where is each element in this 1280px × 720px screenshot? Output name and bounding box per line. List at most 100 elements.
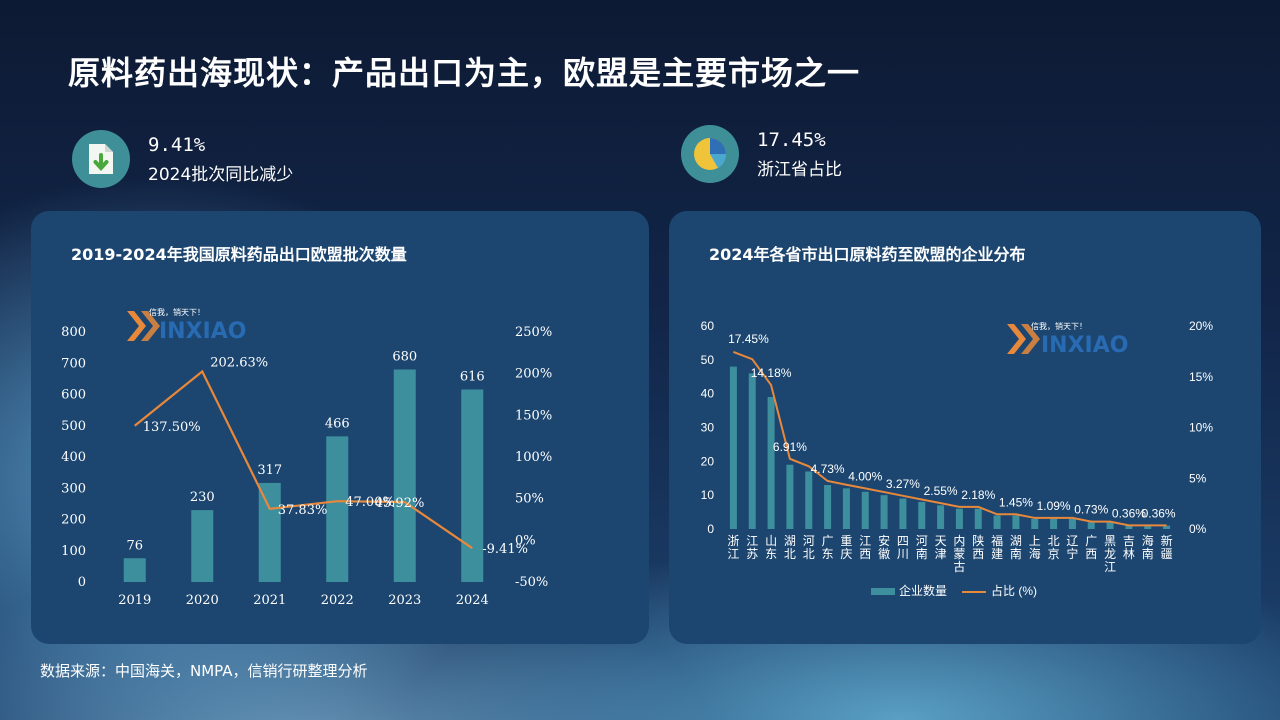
line-data-label: 0.73%	[1074, 503, 1108, 517]
y-tick-label: 20	[701, 454, 715, 468]
line-data-label: 6.91%	[773, 440, 807, 454]
x-tick-label: 辽宁	[1066, 534, 1078, 561]
y2-tick-label: 0%	[1189, 522, 1207, 536]
x-tick-label: 四川	[897, 534, 909, 561]
line-data-label: 3.27%	[886, 477, 920, 491]
line-data-label: 1.09%	[1037, 499, 1071, 513]
x-tick-label: 2024	[456, 593, 489, 608]
stat-batch-decrease: 9.41% 2024批次同比减少	[72, 130, 293, 188]
bar	[974, 508, 982, 529]
y2-tick-label: 150%	[515, 408, 552, 423]
province-chart: 信我，销天下！ INXIAO 0 10 20 30 40 50 60 0% 5% 10% 15% 20…	[701, 319, 1214, 598]
bar	[1050, 518, 1058, 529]
x-tick-label: 湖南	[1010, 533, 1022, 561]
y-tick-label: 0	[707, 522, 714, 536]
y2-tick-label: 250%	[515, 325, 552, 340]
x-tick-label: 广西	[1085, 534, 1097, 561]
bar	[1163, 525, 1171, 529]
x-tick-label: 江西	[859, 534, 871, 561]
x-tick-label: 2023	[388, 593, 421, 608]
bar	[748, 373, 756, 529]
growth-line	[134, 369, 473, 550]
bar-data-label: 317	[257, 463, 282, 478]
bar	[1031, 518, 1039, 529]
bar	[1125, 525, 1133, 529]
y2-tick-label: 200%	[515, 367, 552, 382]
x-tick-label: 黑龙江	[1104, 534, 1116, 574]
legend-swatch-bars	[871, 588, 895, 595]
bar	[880, 495, 888, 529]
data-source: 数据来源：中国海关，NMPA，信销行研整理分析	[40, 662, 368, 680]
chart-panel-right: 2024年各省市出口原料药至欧盟的企业分布 信我，销天下！ INXIAO 0 10…	[669, 211, 1261, 644]
x-tick-label: 山东	[765, 534, 777, 561]
x-tick-label: 安徽	[878, 533, 890, 561]
line-data-label: 45.92%	[375, 496, 425, 511]
bar	[123, 558, 146, 582]
y-tick-label: 800	[61, 325, 86, 340]
bar	[461, 389, 484, 582]
share-line	[733, 350, 1167, 527]
stat-label: 2024批次同比减少	[148, 164, 294, 185]
bar	[786, 464, 794, 529]
x-tick-label: 上海	[1029, 534, 1041, 561]
stat-value: 17.45%	[757, 128, 826, 151]
line-data-label: 37.83%	[278, 503, 328, 518]
line-data-label: 47.00%	[345, 495, 395, 510]
bar	[1068, 518, 1076, 529]
bar	[326, 436, 349, 582]
y-tick-label: 100	[61, 544, 86, 559]
x-tick-label: 陕西	[972, 533, 984, 561]
x-tick-label: 新疆	[1161, 533, 1173, 561]
y-tick-label: 500	[61, 419, 86, 434]
bar-data-label: 76	[126, 538, 143, 553]
x-tick-label: 湖北	[784, 533, 796, 561]
line-data-label: 0.36%	[1142, 506, 1176, 520]
bar	[824, 485, 832, 529]
x-tick-label: 2019	[118, 593, 151, 608]
watermark-brand: INXIAO	[159, 319, 246, 344]
bar	[899, 498, 907, 529]
y2-tick-label: -50%	[515, 575, 548, 590]
x-tick-label: 2020	[186, 593, 219, 608]
y2-tick-label: 5%	[1189, 471, 1207, 485]
y-tick-label: 300	[61, 481, 86, 496]
bar	[258, 482, 281, 582]
bar	[1106, 522, 1114, 529]
y-tick-label: 400	[61, 450, 86, 465]
y2-tick-label: 50%	[515, 492, 544, 507]
y-tick-label: 60	[701, 319, 715, 333]
line-data-label: 2.18%	[961, 488, 995, 502]
chart-title: 2024年各省市出口原料药至欧盟的企业分布	[709, 245, 1026, 264]
bar	[937, 505, 945, 529]
watermark-brand: INXIAO	[1041, 333, 1128, 358]
bar	[861, 491, 869, 529]
x-tick-label: 广东	[822, 534, 834, 561]
line-data-label: 202.63%	[210, 355, 268, 370]
chart-panel-left: 2019-2024年我国原料药品出口欧盟批次数量 信我，销天下！ INXIAO …	[31, 211, 649, 644]
x-tick-label: 内蒙古	[953, 534, 965, 574]
batch-chart: 信我，销天下！ INXIAO 0 100 200 300 400 500 600 700 800…	[61, 307, 552, 608]
x-tick-label: 吉林	[1123, 534, 1135, 561]
y2-tick-label: 20%	[1189, 319, 1213, 333]
bar	[805, 471, 813, 529]
bar	[918, 501, 926, 529]
bar-data-label: 230	[190, 490, 215, 505]
line-data-label: 0.36%	[1112, 506, 1146, 520]
line-data-label: 1.45%	[999, 495, 1033, 509]
bar	[1144, 525, 1152, 529]
line-data-label: 2.55%	[924, 484, 958, 498]
line-data-label: 14.18%	[751, 366, 792, 380]
bar	[767, 397, 775, 529]
bar	[1087, 522, 1095, 529]
page-title: 原料药出海现状：产品出口为主，欧盟是主要市场之一	[68, 54, 861, 92]
document-download-icon	[72, 130, 130, 188]
y-tick-label: 40	[701, 387, 715, 401]
stat-value: 9.41%	[148, 133, 206, 156]
y2-tick-label: 10%	[1189, 421, 1213, 435]
x-tick-label: 海南	[1142, 533, 1154, 561]
watermark-logo: 信我，销天下！ INXIAO	[1007, 321, 1128, 358]
x-tick-label: 重庆	[840, 534, 852, 561]
x-tick-label: 2021	[253, 593, 286, 608]
bar	[993, 515, 1001, 529]
line-data-label: 4.73%	[811, 462, 845, 476]
